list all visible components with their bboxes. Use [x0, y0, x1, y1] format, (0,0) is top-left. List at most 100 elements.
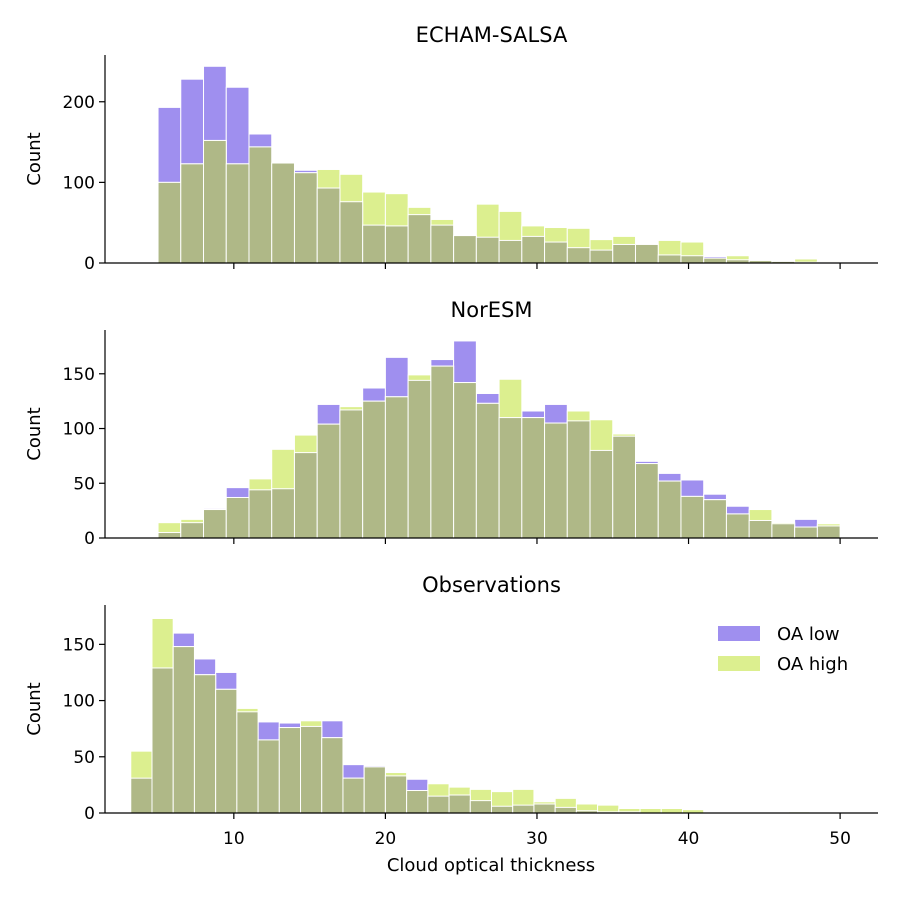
x-tick-label: 20 [375, 829, 397, 849]
bar-overlap [407, 379, 432, 539]
bar-overlap [725, 513, 750, 539]
y-tick-label: 150 [63, 365, 95, 385]
bar-overlap [453, 235, 477, 264]
bar-overlap [475, 236, 500, 264]
y-tick-label: 0 [84, 804, 95, 824]
bar-overlap [180, 163, 205, 264]
y-tick-label: 100 [63, 692, 95, 712]
bar-overlap [589, 249, 614, 264]
y-tick-label: 50 [73, 748, 95, 768]
bar-overlap [491, 805, 514, 814]
bar-overlap [363, 766, 386, 814]
x-tick-label: 50 [829, 829, 851, 849]
x-axis-label: Cloud optical thickness [387, 855, 595, 876]
bar-overlap [771, 523, 796, 539]
bar-overlap [469, 800, 492, 814]
bar-overlap [512, 804, 535, 814]
bar-overlap [300, 725, 323, 814]
bar-overlap [816, 525, 841, 539]
legend-label-oa-low: OA low [777, 624, 840, 645]
panel-title: ECHAM-SALSA [416, 23, 568, 47]
bar-overlap [151, 667, 174, 814]
bar-overlap [748, 519, 773, 539]
bar-overlap [193, 674, 217, 814]
y-axis-label: Count [24, 407, 45, 460]
bar-overlap [566, 420, 591, 539]
bar-overlap [339, 201, 364, 264]
bar-overlap [130, 777, 153, 814]
bar-overlap [342, 777, 365, 814]
bar-overlap [634, 463, 659, 539]
y-tick-label: 100 [63, 173, 95, 193]
bar-overlap [521, 235, 546, 264]
bar-overlap [321, 737, 344, 814]
panel-observations: 0 50 100 150 10 20 30 40 50 Observations Count OA l… [24, 573, 878, 849]
bar-overlap [271, 488, 295, 539]
bar-overlap [453, 382, 477, 539]
x-tick-label: 40 [678, 829, 700, 849]
bar-overlap [203, 139, 227, 264]
bar-overlap [794, 526, 818, 539]
y-axis-label: Count [24, 682, 45, 735]
bar-oa-high [639, 808, 662, 814]
bar-overlap [634, 243, 659, 264]
bar-overlap [203, 509, 227, 539]
y-tick-label: 0 [84, 529, 95, 549]
bar-overlap [657, 254, 682, 264]
bar-overlap [406, 790, 429, 814]
bar-overlap [680, 495, 705, 539]
legend: OA low OA high [718, 624, 848, 675]
legend-swatch-oa-low [718, 626, 760, 641]
x-tick-label: 10 [223, 829, 245, 849]
bar-overlap [172, 646, 195, 814]
bar-overlap [430, 224, 455, 264]
bar-overlap [225, 163, 250, 264]
bar-overlap [544, 422, 568, 539]
bar-overlap [498, 417, 523, 539]
y-tick-label: 50 [73, 474, 95, 494]
bar-overlap [448, 794, 471, 814]
bar-overlap [293, 172, 318, 264]
bar-overlap [362, 224, 386, 264]
panel-title: Observations [422, 573, 561, 597]
bar-overlap [316, 187, 341, 264]
bar-overlap [248, 146, 273, 264]
y-tick-label: 150 [63, 635, 95, 655]
bar-overlap [475, 402, 500, 539]
bar-overlap [430, 365, 455, 539]
bar-overlap [384, 225, 409, 264]
bar-overlap [554, 806, 577, 814]
bar-overlap [384, 396, 409, 539]
legend-swatch-oa-high [718, 656, 760, 671]
bar-overlap [157, 181, 182, 264]
bar-overlap [257, 739, 280, 814]
bar-overlap [407, 214, 432, 264]
bar-overlap [293, 452, 318, 539]
bar-overlap [612, 435, 636, 539]
bar-overlap [427, 795, 450, 814]
bar-overlap [157, 532, 182, 539]
bar-overlap [271, 162, 295, 264]
bar-overlap [533, 803, 556, 814]
bar-overlap [521, 417, 546, 539]
y-tick-label: 200 [63, 93, 95, 113]
panel-title: NorESM [451, 298, 533, 322]
bar-overlap [566, 247, 591, 264]
bar-overlap [703, 499, 727, 539]
y-tick-label: 100 [63, 420, 95, 440]
bar-overlap [680, 255, 705, 264]
y-axis-label: Count [24, 132, 45, 185]
bar-overlap [703, 257, 727, 264]
bar-overlap [225, 496, 250, 539]
bar-overlap [362, 400, 386, 539]
panel-noresm: 0 50 100 150 NorESM Count [24, 298, 878, 549]
bar-overlap [316, 423, 341, 539]
bar-overlap [236, 711, 259, 814]
bar-overlap [612, 243, 636, 264]
panel-echam-salsa: 0 100 200 ECHAM-SALSA Count [24, 23, 878, 274]
x-tick-label: 30 [526, 829, 548, 849]
bar-overlap [384, 775, 408, 814]
y-tick-label: 0 [84, 254, 95, 274]
bar-overlap [498, 239, 523, 264]
